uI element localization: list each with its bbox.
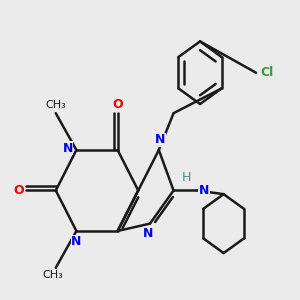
Text: N: N [143, 227, 154, 240]
Text: N: N [155, 133, 166, 146]
Text: O: O [14, 184, 24, 197]
Text: H: H [182, 171, 191, 184]
Text: O: O [112, 98, 123, 111]
Text: N: N [62, 142, 73, 155]
Text: CH₃: CH₃ [43, 270, 63, 280]
Text: N: N [71, 236, 82, 248]
Text: Cl: Cl [260, 66, 274, 79]
Text: CH₃: CH₃ [45, 100, 66, 110]
Text: N: N [199, 184, 209, 197]
